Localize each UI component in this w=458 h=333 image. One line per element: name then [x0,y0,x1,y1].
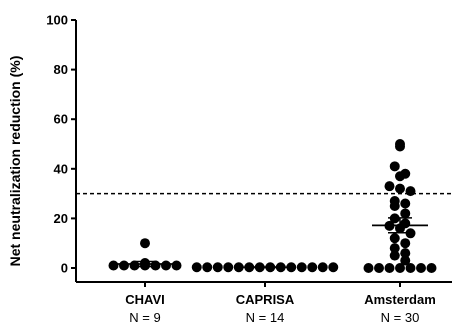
data-point [129,260,140,271]
data-point [363,263,374,273]
x-axis-labels: CHAVI N = 9 CAPRISA N = 14 Amsterdam N = 30 [125,292,436,325]
data-point [389,233,400,244]
data-point [191,262,202,273]
y-tick-label: 20 [54,211,68,226]
category-label: CAPRISA [236,292,295,307]
data-point [389,250,400,261]
data-point [405,263,416,273]
data-groups [108,139,437,287]
data-point [389,201,400,211]
sample-size-label: N = 9 [129,310,160,325]
data-point [202,262,213,273]
y-axis-title: Net neutralization reduction (%) [7,56,23,267]
data-point [395,183,405,194]
data-point [374,263,384,273]
data-group [108,238,182,271]
data-point [426,263,437,273]
data-point [108,260,119,271]
data-point [150,260,161,271]
data-point [400,198,411,209]
data-group [363,139,437,273]
data-point [328,262,339,273]
data-point [400,238,411,249]
data-point [389,243,400,254]
data-point [307,262,318,273]
data-point [119,260,129,271]
data-point [400,208,411,219]
data-point [223,262,234,273]
data-point [405,186,416,197]
y-tick-label: 100 [46,13,68,28]
data-point [212,262,223,273]
data-group [191,262,339,273]
y-tick-label: 60 [54,112,68,127]
sample-size-label: N = 30 [381,310,420,325]
data-point [296,262,307,273]
data-point [395,141,405,152]
sample-size-label: N = 14 [246,310,285,325]
data-point [395,263,405,273]
data-point [416,263,426,273]
data-point [400,248,411,259]
y-tick-label: 80 [54,62,68,77]
data-point [384,263,395,273]
data-point [171,260,182,271]
category-label: CHAVI [125,292,164,307]
data-point [395,171,405,182]
data-point [140,238,150,249]
data-point [161,260,171,271]
data-point [384,181,395,192]
data-point [389,161,400,172]
category-label: Amsterdam [364,292,436,307]
y-ticks: 0 20 40 60 80 100 [46,13,76,276]
data-point [317,262,328,273]
y-tick-label: 0 [61,261,68,276]
y-tick-label: 40 [54,161,68,176]
data-point [400,255,411,266]
